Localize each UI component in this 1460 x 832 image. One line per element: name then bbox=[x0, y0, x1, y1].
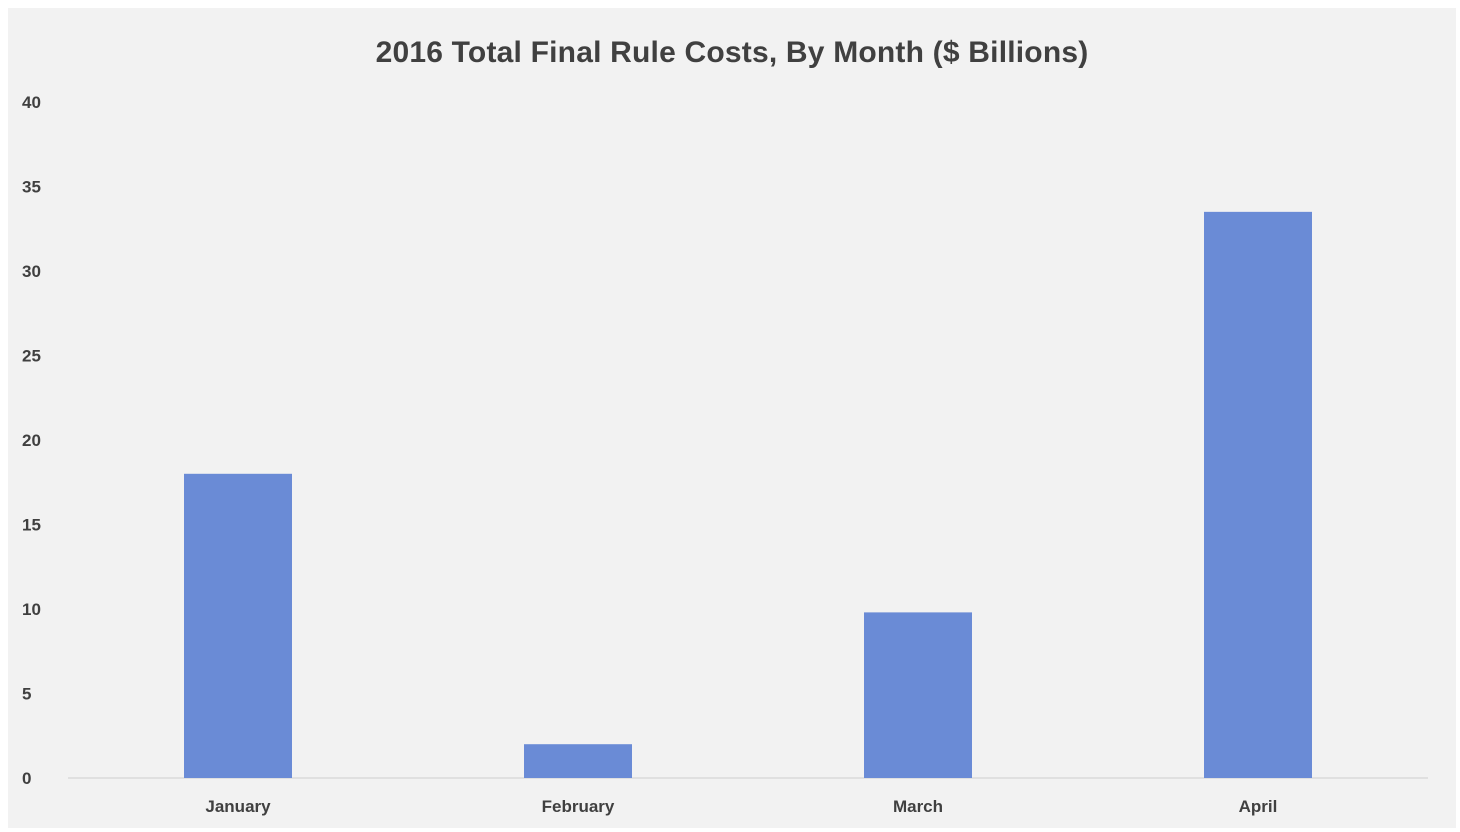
bar-january bbox=[184, 473, 292, 778]
x-tick-label: January bbox=[205, 797, 271, 816]
bars bbox=[184, 211, 1312, 779]
y-axis: 0 5 10 15 20 25 30 35 40 bbox=[22, 93, 41, 788]
y-tick-label: 30 bbox=[22, 262, 41, 281]
y-tick-label: 25 bbox=[22, 347, 41, 366]
y-tick-label: 20 bbox=[22, 431, 41, 450]
chart-area: 2016 Total Final Rule Costs, By Month ($… bbox=[8, 8, 1456, 828]
x-tick-label: February bbox=[542, 797, 615, 816]
x-tick-label: April bbox=[1239, 797, 1278, 816]
bar-chart: 0 5 10 15 20 25 30 35 40 January February March Apr… bbox=[22, 93, 1428, 816]
y-tick-label: 0 bbox=[22, 769, 31, 788]
y-tick-label: 15 bbox=[22, 516, 41, 535]
y-tick-label: 10 bbox=[22, 600, 41, 619]
bar-march bbox=[864, 612, 972, 778]
y-tick-label: 40 bbox=[22, 93, 41, 112]
chart-title: 2016 Total Final Rule Costs, By Month ($… bbox=[375, 36, 1089, 69]
y-tick-label: 35 bbox=[22, 178, 41, 197]
bar-february bbox=[524, 744, 632, 778]
bar-april bbox=[1204, 211, 1312, 779]
y-tick-label: 5 bbox=[22, 685, 31, 704]
x-axis: January February March April bbox=[205, 797, 1277, 816]
x-tick-label: March bbox=[893, 797, 943, 816]
